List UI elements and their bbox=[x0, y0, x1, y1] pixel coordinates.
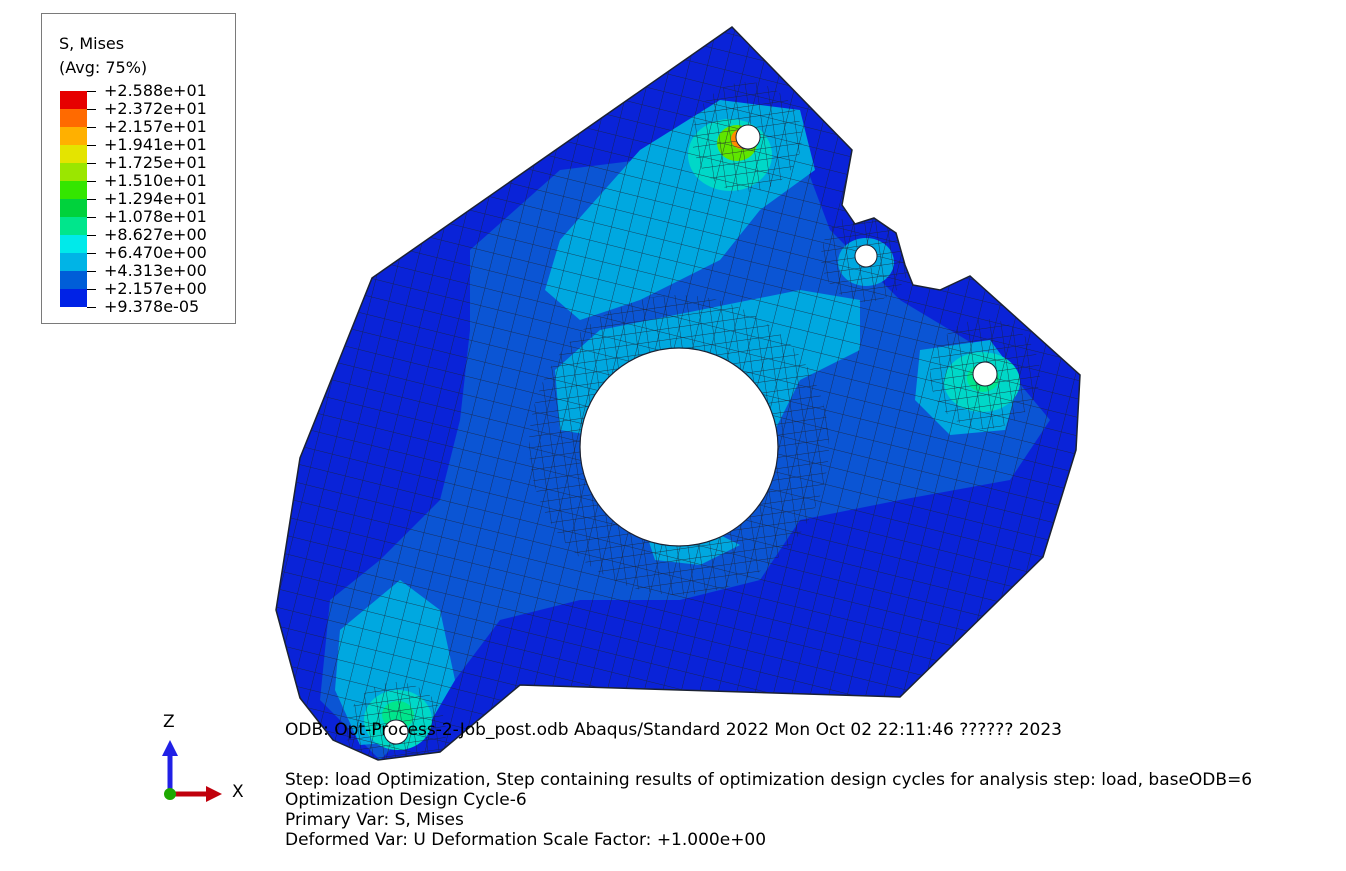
legend-tick bbox=[87, 271, 96, 272]
legend-tick bbox=[87, 253, 96, 254]
legend-level-label: +6.470e+00 bbox=[104, 243, 207, 262]
legend-level-label: +1.510e+01 bbox=[104, 171, 207, 190]
legend-swatch bbox=[60, 163, 87, 181]
bolt-hole-bottom bbox=[383, 719, 409, 745]
stress-legend: S, Mises (Avg: 75%) +2.588e+01 +2.372e+01… bbox=[41, 13, 236, 324]
legend-level-label: +1.941e+01 bbox=[104, 135, 207, 154]
z-axis-label: Z bbox=[163, 712, 175, 732]
legend-swatch bbox=[60, 145, 87, 163]
y-axis-dot bbox=[164, 788, 176, 800]
legend-swatch bbox=[60, 127, 87, 145]
legend-swatch bbox=[60, 217, 87, 235]
legend-level-label: +9.378e-05 bbox=[104, 297, 200, 316]
legend-level-label: +1.078e+01 bbox=[104, 207, 207, 226]
legend-swatch bbox=[60, 199, 87, 217]
legend-tick bbox=[87, 91, 96, 92]
legend-swatch bbox=[60, 109, 87, 127]
legend-tick bbox=[87, 163, 96, 164]
legend-swatch bbox=[60, 181, 87, 199]
legend-swatch bbox=[60, 235, 87, 253]
step-info-line: Step: load Optimization, Step containing… bbox=[285, 770, 1253, 790]
legend-level-label: +1.294e+01 bbox=[104, 189, 207, 208]
legend-level-label: +1.725e+01 bbox=[104, 153, 207, 172]
legend-tick bbox=[87, 235, 96, 236]
bolt-hole-top bbox=[735, 124, 761, 150]
deformed-var-line: Deformed Var: U Deformation Scale Factor… bbox=[285, 830, 767, 850]
bolt-hole-right bbox=[972, 361, 998, 387]
x-axis-label: X bbox=[232, 782, 244, 802]
legend-swatch bbox=[60, 271, 87, 289]
legend-tick bbox=[87, 127, 96, 128]
bolt-hole-mid bbox=[854, 244, 878, 268]
legend-level-label: +2.588e+01 bbox=[104, 81, 207, 100]
legend-tick bbox=[87, 109, 96, 110]
legend-level-label: +2.157e+01 bbox=[104, 117, 207, 136]
legend-level-label: +4.313e+00 bbox=[104, 261, 207, 280]
axis-triad: Z X bbox=[150, 708, 260, 818]
legend-swatch bbox=[60, 91, 87, 109]
legend-title: S, Mises bbox=[59, 34, 125, 53]
center-hole bbox=[579, 347, 779, 547]
design-cycle-line: Optimization Design Cycle-6 bbox=[285, 790, 527, 810]
legend-swatch bbox=[60, 253, 87, 271]
axis-triad-svg bbox=[162, 740, 222, 802]
legend-level-label: +2.372e+01 bbox=[104, 99, 207, 118]
legend-tick bbox=[87, 217, 96, 218]
legend-tick bbox=[87, 199, 96, 200]
legend-subtitle: (Avg: 75%) bbox=[59, 58, 148, 77]
legend-level-label: +2.157e+00 bbox=[104, 279, 207, 298]
legend-tick bbox=[87, 181, 96, 182]
legend-level-label: +8.627e+00 bbox=[104, 225, 207, 244]
legend-tick bbox=[87, 289, 96, 290]
odb-info-line: ODB: Opt-Process-2-Job_post.odb Abaqus/S… bbox=[285, 720, 1063, 740]
legend-tick bbox=[87, 307, 96, 308]
legend-swatch bbox=[60, 289, 87, 307]
legend-tick bbox=[87, 145, 96, 146]
primary-var-line: Primary Var: S, Mises bbox=[285, 810, 464, 830]
